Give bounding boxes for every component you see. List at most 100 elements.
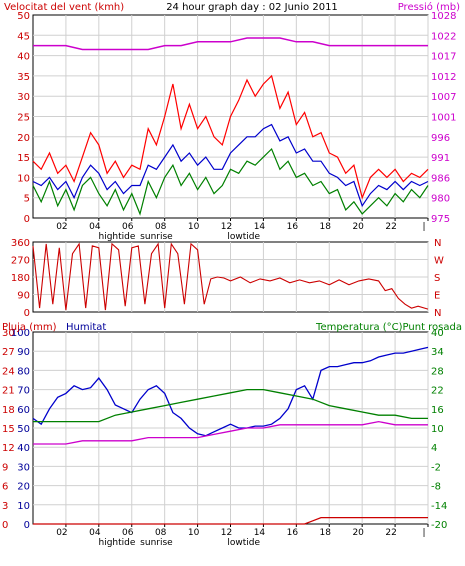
rain-series: [33, 516, 428, 525]
humidity-x-tick-label: 14: [254, 528, 266, 538]
humidity-tick-label: 20: [17, 482, 30, 493]
humidity-tick-label: 60: [17, 405, 30, 416]
humidity-annotation: hightide: [98, 538, 135, 548]
compass-label: N: [434, 238, 441, 249]
direction-tick-label: 90: [17, 291, 30, 302]
rain-tick-label: 15: [2, 424, 15, 435]
humidity-x-tick-label: 08: [155, 528, 167, 538]
dewpoint-series: [33, 420, 428, 445]
direction-tick-label: 0: [24, 308, 30, 319]
pressure-series: [33, 37, 428, 51]
rain-tick-label: 21: [2, 386, 15, 397]
wind-x-tick-label: 14: [254, 222, 266, 232]
humidity-tick-label: 10: [17, 501, 30, 512]
temperature-tick-label: -20: [431, 520, 447, 531]
wind-tick-label: 15: [17, 153, 30, 164]
pressure-tick-label: 1007: [431, 92, 456, 103]
rain-tick-label: 24: [2, 366, 15, 377]
rain-tick-label: 3: [2, 501, 8, 512]
pressure-axis-title: Pressió (mb): [398, 1, 460, 13]
wind-direction-series: [32, 242, 429, 311]
humidity-x-tick-label: 04: [89, 528, 101, 538]
pressure-tick-label: 1028: [431, 11, 456, 22]
temperature-tick-label: 10: [431, 424, 444, 435]
humidity-annotation: sunrise: [140, 538, 173, 548]
series-layer: [32, 37, 429, 525]
wind-tick-label: 40: [17, 52, 30, 63]
temperature-tick-label: -14: [431, 501, 447, 512]
wind-tick-label: 50: [17, 11, 30, 22]
rain-tick-label: 0: [2, 520, 8, 531]
humidity-x-tick-label: 22: [385, 528, 396, 538]
pressure-tick-label: 986: [431, 173, 450, 184]
pressure-tick-label: 1001: [431, 113, 456, 124]
wind-annotation: hightide: [98, 232, 135, 242]
temperature-series: [33, 388, 428, 423]
humidity-tick-label: 100: [11, 328, 30, 339]
wind-gust-series: [32, 74, 429, 200]
wind-x-tick-label: 06: [122, 222, 134, 232]
temperature-tick-label: 22: [431, 386, 444, 397]
compass-label: W: [434, 256, 444, 267]
rain-tick-label: 9: [2, 462, 8, 473]
pressure-tick-label: 1017: [431, 52, 456, 63]
temperature-tick-label: 40: [431, 328, 444, 339]
humidity-tick-label: 70: [17, 386, 30, 397]
humidity-tick-label: 40: [17, 443, 30, 454]
wind-x-tick-label: 02: [56, 222, 67, 232]
wind-tick-label: 25: [17, 113, 30, 124]
wind-tick-label: 10: [17, 173, 30, 184]
humidity-tick-label: 30: [17, 462, 30, 473]
humidity-x-tick-label: 06: [122, 528, 134, 538]
wind-x-tick-label: 22: [385, 222, 396, 232]
humidity-series: [32, 346, 429, 437]
wind-x-tick-label: 12: [221, 222, 232, 232]
wind-x-tick-label: |: [422, 222, 425, 232]
wind-tick-label: 20: [17, 133, 30, 144]
direction-tick-label: 180: [11, 273, 30, 284]
rain-tick-label: 6: [2, 482, 8, 493]
pressure-tick-label: 991: [431, 153, 450, 164]
temperature-tick-label: 34: [431, 347, 444, 358]
wind-tick-label: 30: [17, 92, 30, 103]
pressure-tick-label: 980: [431, 194, 450, 205]
temperature-tick-label: 4: [431, 443, 437, 454]
humidity-tick-label: 50: [17, 424, 30, 435]
humidity-x-tick-label: |: [422, 528, 425, 538]
humidity-annotation: lowtide: [227, 538, 260, 548]
wind-x-tick-label: 20: [352, 222, 364, 232]
rain-tick-label: 18: [2, 405, 15, 416]
wind-tick-label: 45: [17, 31, 30, 42]
direction-tick-label: 270: [11, 256, 30, 267]
humidity-x-tick-label: 02: [56, 528, 67, 538]
pressure-tick-label: 996: [431, 133, 450, 144]
pressure-tick-label: 1012: [431, 72, 456, 83]
temperature-axis-title: Temperatura (°C)Punt rosada: [315, 322, 462, 333]
pressure-tick-label: 1022: [431, 31, 456, 42]
compass-label: S: [434, 273, 440, 284]
wind-tick-label: 35: [17, 72, 30, 83]
temperature-tick-label: 16: [431, 405, 444, 416]
wind-average-series: [32, 123, 429, 208]
humidity-tick-label: 0: [24, 520, 30, 531]
wind-annotation: sunrise: [140, 232, 173, 242]
wind-speed-series: [32, 147, 429, 216]
pressure-tick-label: 975: [431, 214, 450, 225]
wind-x-tick-label: 16: [287, 222, 299, 232]
wind-tick-label: 5: [24, 194, 30, 205]
wind-annotation: lowtide: [227, 232, 260, 242]
rain-tick-label: 30: [2, 328, 15, 339]
direction-tick-label: 360: [11, 238, 30, 249]
wind-axis-title: Velocitat del vent (kmh): [4, 2, 124, 13]
humidity-axis-title: Humitat: [66, 322, 106, 333]
rain-axis-title: Pluja (mm): [2, 322, 57, 333]
temperature-tick-label: -2: [431, 462, 441, 473]
humidity-x-tick-label: 16: [287, 528, 299, 538]
compass-label: E: [434, 291, 440, 302]
rain-tick-label: 12: [2, 443, 15, 454]
humidity-x-tick-label: 12: [221, 528, 232, 538]
humidity-x-tick-label: 20: [352, 528, 364, 538]
wind-x-tick-label: 18: [320, 222, 332, 232]
